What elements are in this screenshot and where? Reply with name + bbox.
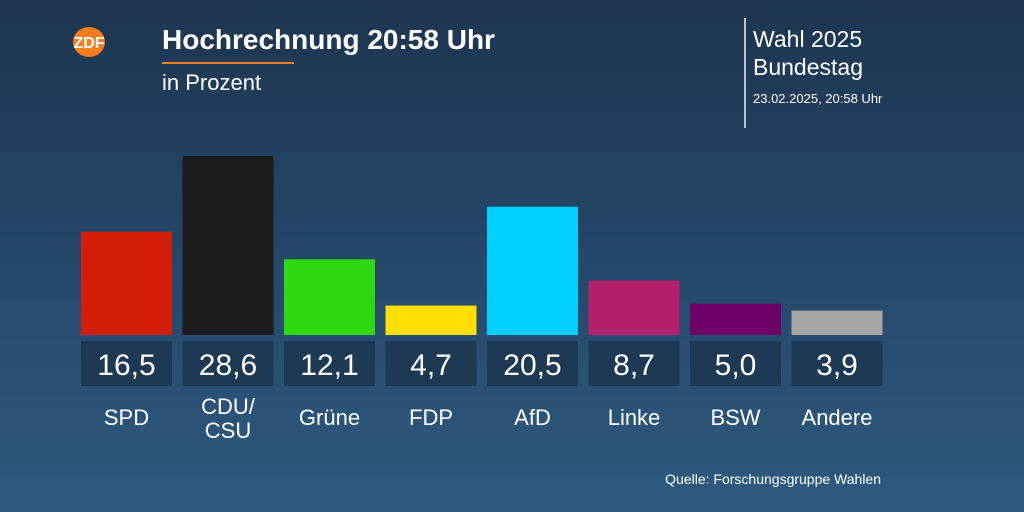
bar-2 [284, 259, 375, 335]
logo-text: ZDF [73, 35, 104, 52]
value-label-7: 3,9 [816, 349, 858, 382]
chart-subtitle: in Prozent [162, 70, 262, 95]
value-label-1: 28,6 [199, 349, 257, 382]
title-underline [162, 62, 294, 64]
value-label-4: 20,5 [503, 349, 561, 382]
bar-7 [791, 310, 883, 335]
value-box-7 [791, 341, 883, 386]
header-divider [744, 18, 746, 128]
election-label: Wahl 2025 [753, 26, 863, 52]
chart-title: Hochrechnung 20:58 Uhr [162, 24, 495, 55]
category-label-5: Linke [608, 405, 661, 430]
category-label-2: Grüne [299, 405, 360, 430]
category-label-0: SPD [104, 405, 149, 430]
category-label-4: AfD [514, 405, 551, 430]
value-label-3: 4,7 [410, 349, 452, 382]
bar-0 [81, 231, 172, 335]
source-note: Quelle: Forschungsgruppe Wahlen [665, 471, 881, 487]
value-box-1 [182, 341, 274, 386]
parliament-label: Bundestag [753, 54, 863, 80]
value-label-0: 16,5 [97, 349, 155, 382]
value-box-0 [81, 341, 172, 386]
value-box-3 [385, 341, 477, 386]
zdf-logo: ZDF [73, 27, 105, 57]
value-box-6 [690, 341, 781, 386]
value-box-2 [284, 341, 375, 386]
category-label-1: CDU/CSU [201, 394, 256, 443]
category-label-7: Andere [802, 405, 873, 430]
value-box-4 [487, 341, 578, 386]
value-label-5: 8,7 [613, 349, 655, 382]
timestamp: 23.02.2025, 20:58 Uhr [753, 91, 883, 106]
bar-5 [588, 280, 680, 335]
bar-3 [385, 305, 477, 335]
category-label-6: BSW [710, 405, 760, 430]
bar-6 [690, 303, 781, 335]
value-label-6: 5,0 [715, 349, 757, 382]
bar-4 [487, 206, 578, 335]
value-box-5 [588, 341, 680, 386]
bar-1 [182, 156, 274, 335]
value-label-2: 12,1 [300, 349, 358, 382]
category-label-3: FDP [409, 405, 453, 430]
